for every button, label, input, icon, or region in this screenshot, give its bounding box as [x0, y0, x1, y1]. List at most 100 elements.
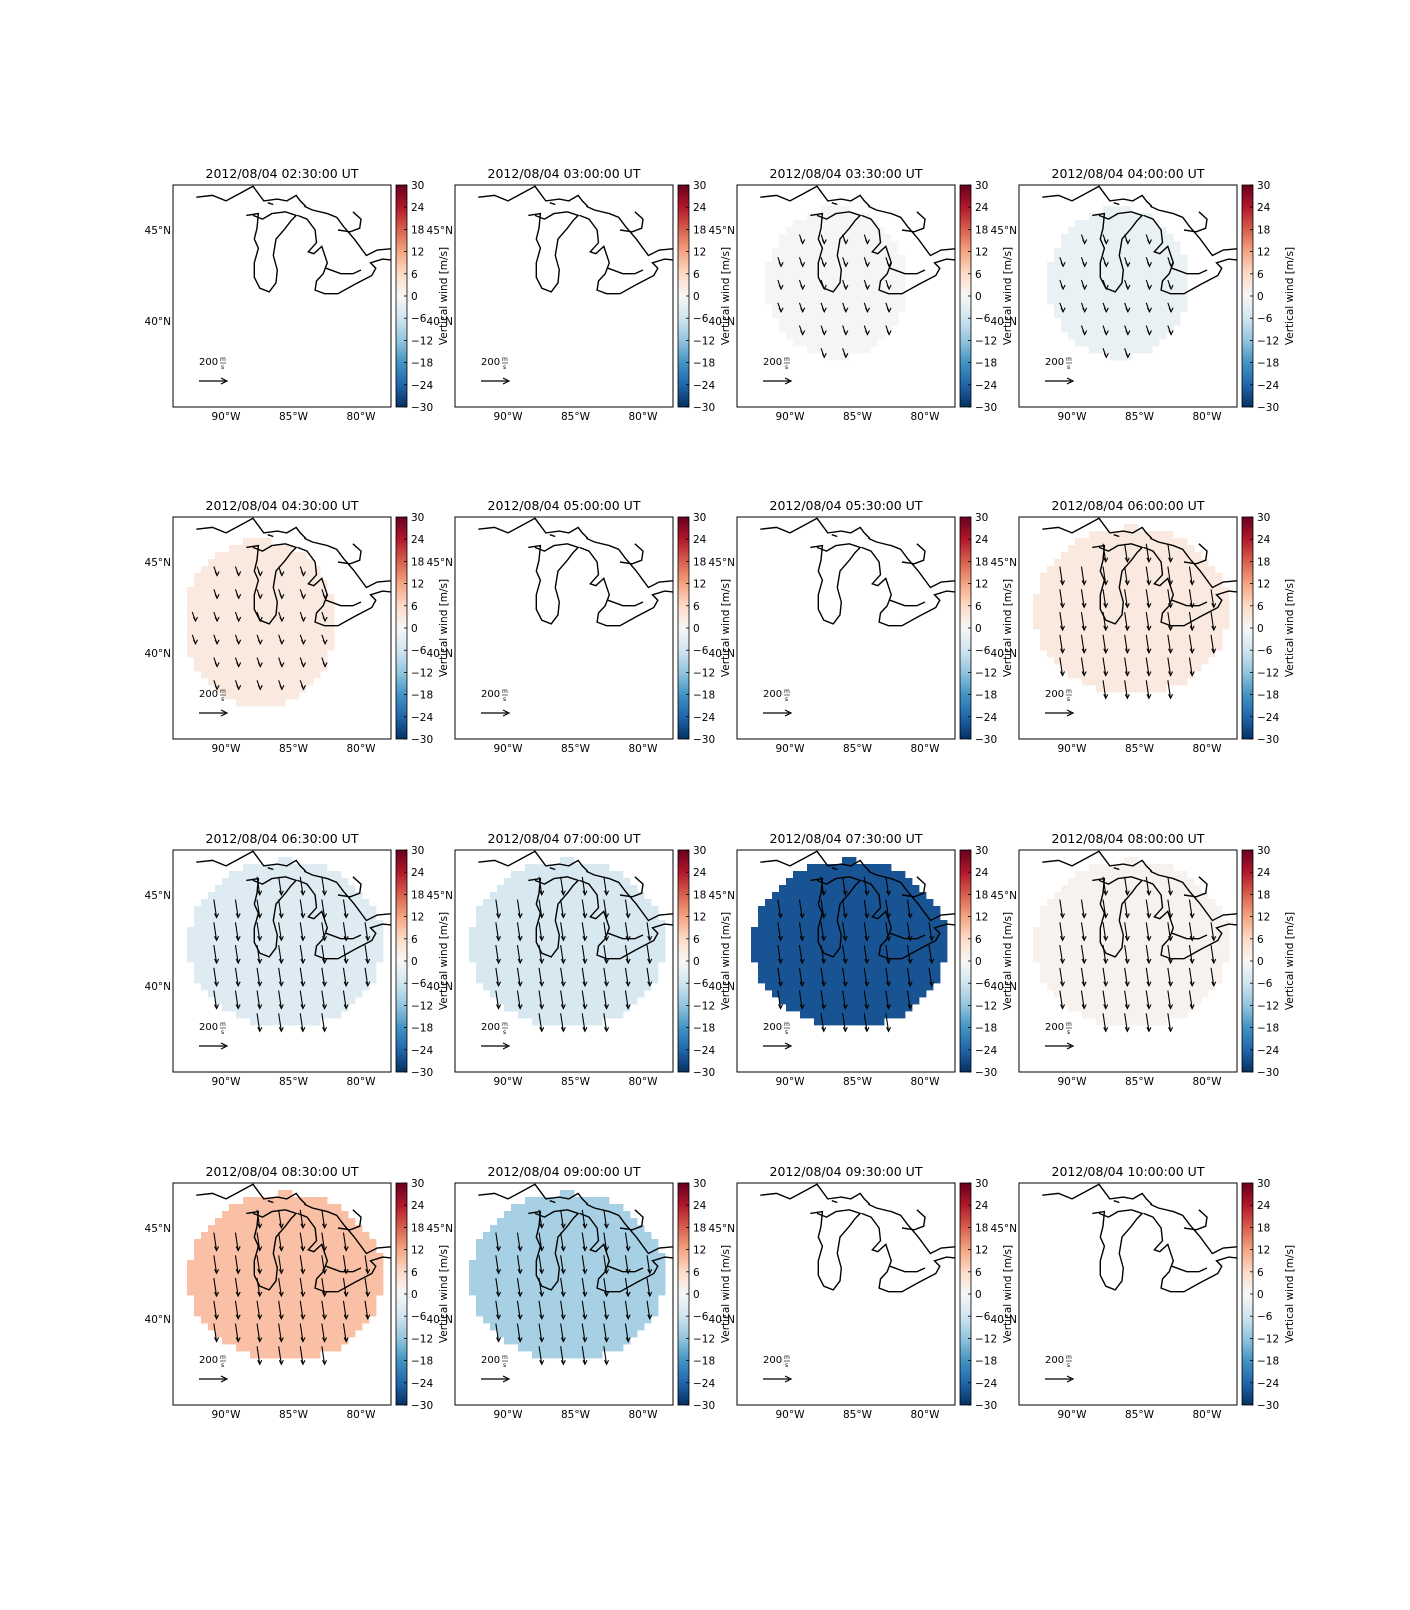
wind-cell [912, 927, 920, 935]
wind-cell [1089, 283, 1097, 291]
wind-cell [327, 1011, 335, 1019]
wind-cell [800, 948, 808, 956]
wind-cell [835, 871, 843, 879]
wind-cell [1075, 906, 1083, 914]
wind-cell [870, 906, 878, 914]
axes-content [187, 850, 391, 1033]
wind-arrow-head [300, 981, 306, 988]
quiver-key-arrow-head [502, 377, 511, 385]
wind-cell [264, 976, 272, 984]
wind-cell [215, 899, 223, 907]
wind-cell [1222, 594, 1230, 602]
wind-cell [786, 276, 794, 284]
wind-cell [278, 622, 286, 630]
lat-tick-label: 45°N [991, 557, 1017, 569]
wind-cell [222, 608, 230, 616]
wind-cell [348, 955, 356, 963]
wind-cell [877, 283, 885, 291]
wind-cell [821, 962, 829, 970]
wind-cell [828, 997, 836, 1005]
wind-cell [243, 594, 251, 602]
wind-cell [250, 969, 258, 977]
wind-cell [1138, 643, 1146, 651]
wind-arrow-head [1146, 1004, 1152, 1010]
wind-arrow-head [842, 913, 848, 919]
wind-arrow-head [560, 890, 566, 897]
wind-cell [898, 941, 906, 949]
wind-cell [800, 227, 808, 235]
coastline [619, 876, 644, 898]
wind-cell [546, 913, 554, 921]
wind-cell [208, 587, 216, 595]
wind-cell [926, 955, 934, 963]
wind-cell [1103, 969, 1111, 977]
wind-cell [215, 657, 223, 665]
wind-cell [264, 622, 272, 630]
wind-cell [751, 934, 759, 942]
wind-arrow [603, 990, 608, 1009]
wind-cell [1110, 629, 1118, 637]
wind-cell [201, 927, 209, 935]
colorbar-tick-label: −12 [1257, 1000, 1279, 1012]
wind-cell [299, 990, 307, 998]
colorbar-label: Vertical wind [m/s] [438, 247, 450, 345]
wind-cell [511, 878, 519, 886]
wind-cell [828, 290, 836, 298]
wind-cell [194, 657, 202, 665]
wind-cell [1047, 276, 1055, 284]
wind-cell [567, 871, 575, 879]
wind-cell [320, 927, 328, 935]
wind-cell [863, 325, 871, 333]
wind-cell [236, 643, 244, 651]
wind-cell [751, 955, 759, 963]
wind-cell [222, 636, 230, 644]
wind-cell [814, 220, 822, 228]
wind-cell [1075, 566, 1083, 574]
wind-cell [1208, 934, 1216, 942]
wind-cell [779, 892, 787, 900]
wind-cell [1159, 601, 1167, 609]
wind-cell [609, 997, 617, 1005]
wind-cell [1166, 608, 1174, 616]
wind-cell [313, 1011, 321, 1019]
wind-arrow-head [539, 936, 545, 942]
wind-cell [208, 566, 216, 574]
wind-cell [828, 353, 836, 361]
wind-cell [1152, 685, 1160, 693]
lon-tick-label: 80°W [347, 1076, 377, 1088]
wind-cell [1068, 234, 1076, 242]
wind-cell [1075, 227, 1083, 235]
wind-cell [835, 1018, 843, 1026]
wind-cell [849, 325, 857, 333]
wind-cell [299, 559, 307, 567]
wind-cell [807, 255, 815, 263]
coastline [297, 537, 391, 627]
wind-cell [490, 962, 498, 970]
wind-cell [1166, 864, 1174, 872]
wind-cell [1089, 1004, 1097, 1012]
wind-cell [490, 892, 498, 900]
quiver-key-unit-num: m [1066, 1021, 1072, 1028]
wind-cell [1110, 304, 1118, 312]
wind-cell [1124, 1018, 1132, 1026]
wind-cell [1089, 969, 1097, 977]
wind-cell [1110, 538, 1118, 546]
wind-cell [1103, 318, 1111, 326]
wind-cell [595, 885, 603, 893]
wind-cell [835, 962, 843, 970]
wind-cell [1061, 948, 1069, 956]
wind-cell [1131, 664, 1139, 672]
wind-cell [278, 864, 286, 872]
wind-cell [1166, 636, 1174, 644]
quiver-key-unit-num: m [502, 688, 508, 695]
lon-tick-label: 80°W [1193, 411, 1223, 423]
wind-arrow-head [322, 981, 328, 988]
wind-cell [1033, 615, 1041, 623]
wind-cell [1180, 587, 1188, 595]
wind-cell [236, 657, 244, 665]
wind-cell [299, 997, 307, 1005]
wind-cell [779, 906, 787, 914]
wind-cell [222, 664, 230, 672]
